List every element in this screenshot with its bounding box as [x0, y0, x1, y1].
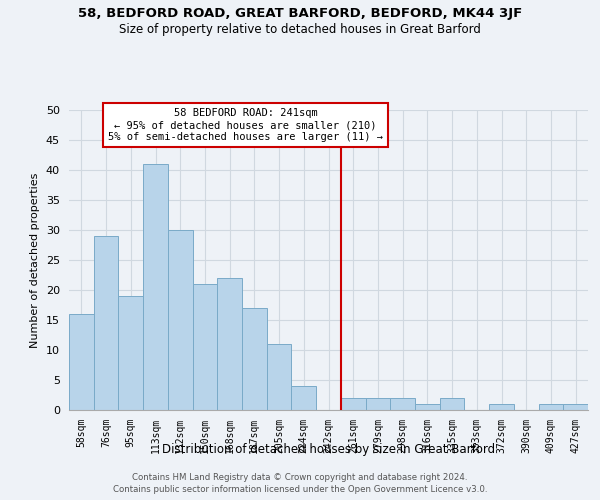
- Bar: [415, 404, 440, 410]
- Bar: [267, 344, 292, 410]
- Bar: [143, 164, 168, 410]
- Bar: [193, 284, 217, 410]
- Y-axis label: Number of detached properties: Number of detached properties: [30, 172, 40, 348]
- Text: Distribution of detached houses by size in Great Barford: Distribution of detached houses by size …: [162, 442, 496, 456]
- Bar: [118, 296, 143, 410]
- Bar: [341, 398, 365, 410]
- Bar: [292, 386, 316, 410]
- Bar: [217, 278, 242, 410]
- Bar: [168, 230, 193, 410]
- Text: Contains public sector information licensed under the Open Government Licence v3: Contains public sector information licen…: [113, 485, 487, 494]
- Bar: [94, 236, 118, 410]
- Bar: [365, 398, 390, 410]
- Text: Contains HM Land Registry data © Crown copyright and database right 2024.: Contains HM Land Registry data © Crown c…: [132, 472, 468, 482]
- Bar: [539, 404, 563, 410]
- Bar: [69, 314, 94, 410]
- Bar: [489, 404, 514, 410]
- Bar: [242, 308, 267, 410]
- Bar: [563, 404, 588, 410]
- Bar: [390, 398, 415, 410]
- Text: 58 BEDFORD ROAD: 241sqm
← 95% of detached houses are smaller (210)
5% of semi-de: 58 BEDFORD ROAD: 241sqm ← 95% of detache…: [108, 108, 383, 142]
- Text: 58, BEDFORD ROAD, GREAT BARFORD, BEDFORD, MK44 3JF: 58, BEDFORD ROAD, GREAT BARFORD, BEDFORD…: [78, 8, 522, 20]
- Bar: [440, 398, 464, 410]
- Text: Size of property relative to detached houses in Great Barford: Size of property relative to detached ho…: [119, 22, 481, 36]
